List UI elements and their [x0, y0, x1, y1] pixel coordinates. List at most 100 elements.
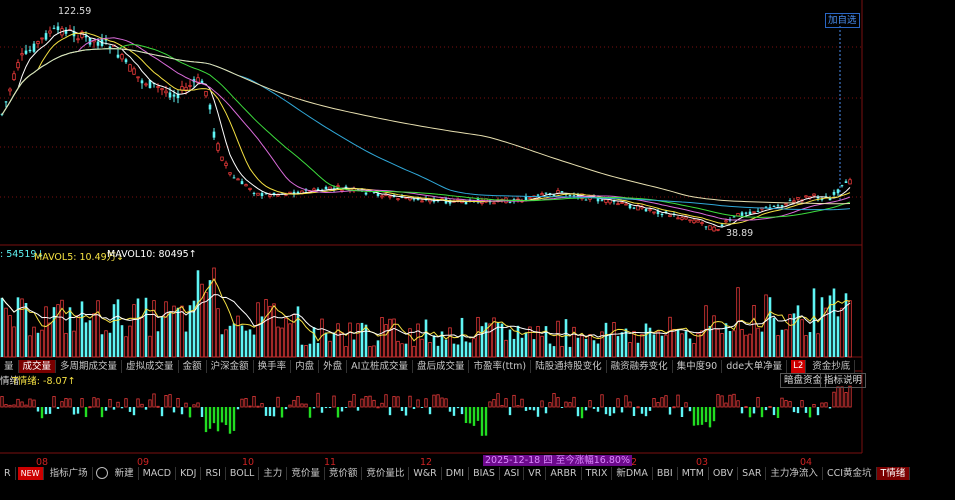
indicator-tab[interactable]: 虚拟成交量	[122, 359, 179, 373]
sentiment-bar	[104, 407, 108, 411]
candle-body	[772, 205, 776, 207]
bottom-tab[interactable]: NEW	[17, 466, 44, 480]
bottom-tab[interactable]: RSI	[201, 466, 226, 480]
volume-bar	[36, 332, 40, 357]
sentiment-bar	[484, 407, 488, 436]
bottom-tab[interactable]: 竞价量比	[362, 466, 410, 480]
sentiment-bar	[580, 407, 584, 419]
sentiment-bar	[740, 407, 744, 414]
bottom-tab[interactable]: R	[0, 466, 16, 480]
bottom-tab[interactable]: DMI	[442, 466, 470, 480]
sentiment-bar	[428, 407, 432, 415]
ma60-line	[1, 48, 851, 211]
indicator-tab[interactable]: 量	[0, 359, 19, 373]
bottom-tab[interactable]: 竞价额	[325, 466, 363, 480]
sentiment-bar	[432, 394, 436, 408]
sentiment-bar	[244, 398, 248, 408]
indicator-help-button[interactable]: 指标说明	[820, 373, 867, 388]
indicator-tab[interactable]: 金额	[179, 359, 207, 373]
indicator-tab[interactable]: AI立桩成交量	[347, 359, 413, 373]
bottom-tab[interactable]: 新建	[111, 466, 139, 480]
indicator-tab[interactable]: 内盘	[291, 359, 320, 373]
volume-bar	[840, 307, 844, 358]
volume-bar	[568, 346, 572, 357]
x-axis-label: 12	[420, 457, 433, 468]
indicator-tab-capital[interactable]: 资金抄底	[808, 359, 856, 373]
bottom-tab[interactable]: BOLL	[226, 466, 260, 480]
sentiment-bar	[72, 407, 76, 415]
candle-body	[124, 59, 128, 63]
bottom-tab[interactable]: ASI	[500, 466, 525, 480]
indicator-tab[interactable]: 陆股通持股变化	[531, 359, 607, 373]
indicator-tab[interactable]: 多周期成交量	[56, 359, 123, 373]
volume-bar	[72, 330, 76, 358]
volume-bar	[384, 324, 388, 358]
sentiment-bar	[780, 397, 784, 408]
sentiment-bar	[36, 407, 40, 412]
sentiment-bar	[352, 394, 356, 408]
bottom-tab[interactable]: VR	[524, 466, 547, 480]
l2-badge: L2	[791, 359, 807, 373]
candle-body	[656, 210, 660, 215]
sentiment-bar	[312, 407, 316, 409]
bottom-tab[interactable]: BIAS	[469, 466, 500, 480]
bottom-tab[interactable]: 主力净流入	[766, 466, 823, 480]
dark-pool-button[interactable]: 暗盘资金	[780, 373, 827, 388]
volume-bar	[228, 325, 232, 357]
bottom-tab[interactable]: SAR	[738, 466, 767, 480]
sentiment-bar	[836, 386, 840, 408]
bottom-tab[interactable]: W&R	[409, 466, 442, 480]
add-to-watchlist-button[interactable]: 加自选	[825, 13, 860, 28]
sentiment-legend: T情绪: -8.07↑	[12, 376, 76, 387]
bottom-tab[interactable]: CCI黄金坑	[823, 466, 877, 480]
bottom-tab[interactable]: KDJ	[176, 466, 202, 480]
sentiment-bar	[724, 402, 728, 408]
sentiment-bar	[828, 407, 832, 409]
candle-body	[692, 219, 696, 224]
indicator-tab[interactable]: 成交量	[18, 359, 57, 373]
bottom-tab[interactable]: T情绪	[876, 466, 911, 480]
candle-body	[260, 193, 264, 196]
bottom-tab[interactable]: MTM	[678, 466, 709, 480]
bottom-tab[interactable]: ARBR	[546, 466, 582, 480]
bottom-tab[interactable]: MACD	[139, 466, 177, 480]
indicator-tab[interactable]: 集中度90	[673, 359, 723, 373]
volume-bar	[268, 305, 272, 358]
candle-body	[228, 172, 232, 175]
volume-bar	[376, 340, 380, 357]
sentiment-bar	[260, 403, 264, 408]
bottom-tab[interactable]: TRIX	[582, 466, 613, 480]
sentiment-bar	[840, 386, 844, 408]
volume-bar	[20, 298, 24, 358]
sentiment-bar	[708, 407, 712, 428]
indicator-tab[interactable]: 外盘	[319, 359, 348, 373]
sentiment-bar	[424, 398, 428, 408]
candle-body	[204, 90, 208, 97]
volume-bar	[544, 326, 548, 357]
indicator-tab[interactable]: dde大单净量	[722, 359, 788, 373]
bottom-tab[interactable]: 主力	[259, 466, 288, 480]
volume-bar	[220, 334, 224, 357]
bottom-tab[interactable]: 指标广场	[46, 466, 93, 480]
bottom-tab[interactable]: 竞价量	[287, 466, 325, 480]
indicator-tab[interactable]: 融资融券变化	[607, 359, 673, 373]
volume-bar	[460, 317, 464, 357]
palette-icon[interactable]	[95, 467, 108, 479]
candle-body	[804, 195, 808, 198]
bottom-tab[interactable]: BBI	[653, 466, 678, 480]
volume-bar	[196, 270, 200, 357]
volume-bar	[280, 327, 284, 358]
indicator-tab[interactable]: 盘后成交量	[413, 359, 470, 373]
candle-body	[612, 200, 616, 202]
indicator-tab[interactable]: 市盈率(ttm)	[469, 359, 532, 373]
candle-body	[236, 178, 240, 181]
sentiment-bar	[52, 396, 56, 408]
bottom-tab[interactable]: 新DMA	[612, 466, 653, 480]
volume-bar	[848, 300, 852, 358]
sentiment-bar	[444, 398, 448, 408]
indicator-tab[interactable]: 沪深金额	[207, 359, 254, 373]
sentiment-bar	[212, 407, 216, 424]
bottom-tab[interactable]: OBV	[709, 466, 739, 480]
indicator-tab[interactable]: 换手率	[254, 359, 292, 373]
sentiment-bar	[8, 404, 12, 408]
